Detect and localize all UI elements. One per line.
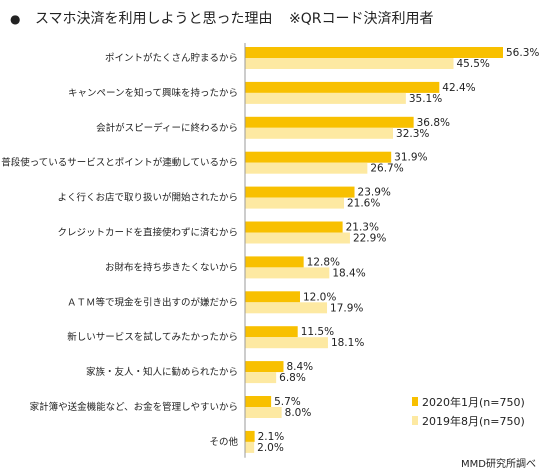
legend-swatch-2019 xyxy=(412,416,418,425)
bar-2020 xyxy=(245,151,392,163)
title-sub: ※QRコード決済利用者 xyxy=(288,11,434,27)
legend-item-2020: 2020年1月(n=750) xyxy=(412,392,525,411)
bar-2020 xyxy=(245,326,298,338)
bar-2019 xyxy=(245,441,255,453)
bar-2019 xyxy=(245,302,328,314)
bar-2019 xyxy=(245,92,406,104)
data-label-2020: 56.3% xyxy=(506,47,539,59)
bar-2020 xyxy=(245,81,440,93)
data-label-2019: 6.8% xyxy=(279,372,306,384)
data-label-2019: 8.0% xyxy=(285,407,312,419)
data-label-2020: 36.8% xyxy=(417,117,450,129)
category-label: よく行くお店で取り扱いが開始されたから xyxy=(57,192,238,204)
legend-label-2019: 2019年8月(n=750) xyxy=(422,414,525,428)
data-label-2020: 23.9% xyxy=(358,187,391,199)
bar-2020 xyxy=(245,256,304,268)
title-main: スマホ決済を利用しようと思った理由 xyxy=(34,11,273,27)
data-label-2019: 2.0% xyxy=(257,442,284,454)
data-label-2020: 11.5% xyxy=(301,326,334,338)
data-label-2019: 32.3% xyxy=(396,128,429,140)
bar-2019 xyxy=(245,232,350,244)
category-label: 普段使っているサービスとポイントが連動しているから xyxy=(1,157,238,169)
bar-2019 xyxy=(245,58,454,69)
legend: 2020年1月(n=750) 2019年8月(n=750) xyxy=(412,392,525,430)
legend-label-2020: 2020年1月(n=750) xyxy=(422,395,525,409)
data-label-2019: 22.9% xyxy=(353,233,386,245)
bar-2019 xyxy=(245,162,368,174)
category-label: 新しいサービスを試してみたかったから xyxy=(67,331,238,343)
category-label: 家計簿や送金機能など、お金を管理しやすいから xyxy=(30,401,238,413)
data-label-2020: 42.4% xyxy=(442,82,475,94)
bar-2020 xyxy=(245,291,300,303)
chart-title: ● スマホ決済を利用しようと思った理由 ※QRコード決済利用者 xyxy=(10,8,433,28)
data-label-2019: 21.6% xyxy=(347,198,380,210)
data-label-2019: 18.4% xyxy=(332,267,365,279)
data-label-2019: 26.7% xyxy=(370,163,403,175)
data-label-2020: 8.4% xyxy=(286,361,313,373)
bar-2019 xyxy=(245,197,344,209)
data-label-2020: 31.9% xyxy=(394,152,427,164)
data-label-2019: 18.1% xyxy=(331,337,364,349)
data-label-2020: 5.7% xyxy=(274,396,301,408)
category-label: ポイントがたくさん貯まるから xyxy=(105,52,238,64)
bar-2020 xyxy=(245,396,272,407)
title-bullet: ● xyxy=(10,12,21,26)
bar-2020 xyxy=(245,47,503,58)
source-note: MMD研究所調べ xyxy=(461,459,536,470)
category-label: 会計がスピーディーに終わるから xyxy=(96,122,238,134)
category-label: その他 xyxy=(209,436,238,448)
legend-swatch-2020 xyxy=(412,397,418,406)
data-label-2019: 45.5% xyxy=(457,58,490,70)
bar-2019 xyxy=(245,267,330,279)
bar-2019 xyxy=(245,337,328,349)
data-label-2020: 2.1% xyxy=(258,431,285,443)
legend-item-2019: 2019年8月(n=750) xyxy=(412,411,525,430)
bar-2019 xyxy=(245,372,277,384)
category-label: お財布を持ち歩きたくないから xyxy=(105,261,238,273)
bar-2020 xyxy=(245,221,343,233)
data-label-2019: 35.1% xyxy=(409,93,442,105)
category-label: 家族・友人・知人に勧められたから xyxy=(86,366,238,378)
bar-2020 xyxy=(245,430,255,442)
category-label: クレジットカードを直接使わずに済むから xyxy=(57,227,238,239)
data-label-2020: 12.0% xyxy=(303,291,336,303)
bar-2020 xyxy=(245,361,284,373)
data-label-2019: 17.9% xyxy=(330,302,363,314)
bar-2020 xyxy=(245,186,355,198)
category-label: キャンペーンを知って興味を持ったから xyxy=(68,87,238,99)
data-label-2020: 12.8% xyxy=(307,256,340,268)
data-label-2020: 21.3% xyxy=(346,222,379,234)
category-label: ＡＴＭ等で現金を引き出すのが嫌だから xyxy=(67,296,238,308)
bar-2020 xyxy=(245,116,414,128)
bar-2019 xyxy=(245,407,282,418)
bar-2019 xyxy=(245,127,394,139)
